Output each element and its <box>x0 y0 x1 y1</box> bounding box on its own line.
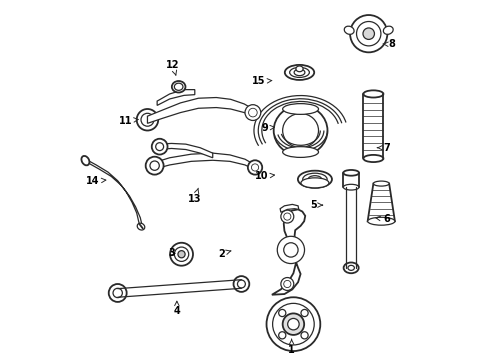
Ellipse shape <box>343 184 359 190</box>
Ellipse shape <box>285 65 314 80</box>
Text: 10: 10 <box>255 171 274 181</box>
Ellipse shape <box>301 178 329 188</box>
Circle shape <box>284 243 298 257</box>
Circle shape <box>178 251 185 258</box>
Ellipse shape <box>343 170 359 176</box>
Ellipse shape <box>137 223 145 230</box>
Ellipse shape <box>296 66 303 72</box>
Ellipse shape <box>283 147 318 157</box>
Ellipse shape <box>298 171 332 188</box>
Text: 14: 14 <box>86 176 106 186</box>
Circle shape <box>301 332 308 339</box>
Text: 4: 4 <box>173 301 180 315</box>
Circle shape <box>248 160 262 175</box>
Ellipse shape <box>368 217 395 225</box>
Polygon shape <box>272 210 305 295</box>
Ellipse shape <box>274 105 327 156</box>
Circle shape <box>174 247 189 261</box>
Text: 7: 7 <box>377 143 390 153</box>
Polygon shape <box>159 143 213 158</box>
Circle shape <box>251 164 259 171</box>
Ellipse shape <box>81 156 89 165</box>
Circle shape <box>281 210 294 223</box>
Circle shape <box>109 284 126 302</box>
Ellipse shape <box>294 69 305 76</box>
Circle shape <box>152 139 168 154</box>
Circle shape <box>284 280 291 288</box>
Circle shape <box>146 157 164 175</box>
Text: 13: 13 <box>188 188 201 204</box>
Circle shape <box>150 161 159 170</box>
Circle shape <box>284 213 291 220</box>
Text: 12: 12 <box>166 59 179 75</box>
Ellipse shape <box>348 265 354 270</box>
Ellipse shape <box>383 26 393 34</box>
Text: 3: 3 <box>168 248 175 258</box>
Circle shape <box>350 15 388 52</box>
Ellipse shape <box>344 26 354 34</box>
Polygon shape <box>157 90 195 105</box>
Polygon shape <box>153 153 255 170</box>
Ellipse shape <box>373 181 389 186</box>
Ellipse shape <box>174 83 183 90</box>
Text: 9: 9 <box>262 123 274 133</box>
Ellipse shape <box>343 262 359 273</box>
Circle shape <box>272 303 314 345</box>
Polygon shape <box>280 204 299 212</box>
Text: 8: 8 <box>383 40 395 49</box>
Circle shape <box>234 276 249 292</box>
Circle shape <box>279 332 286 339</box>
Polygon shape <box>368 184 395 221</box>
Circle shape <box>288 319 299 330</box>
Ellipse shape <box>308 176 322 183</box>
Ellipse shape <box>290 67 309 77</box>
Circle shape <box>245 105 261 121</box>
Circle shape <box>113 288 122 298</box>
Text: 1: 1 <box>288 339 295 355</box>
Text: 11: 11 <box>119 116 138 126</box>
Circle shape <box>170 243 193 266</box>
Ellipse shape <box>172 81 186 93</box>
Circle shape <box>137 109 158 131</box>
Circle shape <box>238 280 245 288</box>
Ellipse shape <box>283 104 318 114</box>
Polygon shape <box>147 98 253 123</box>
Circle shape <box>277 236 304 264</box>
Circle shape <box>267 297 320 351</box>
Ellipse shape <box>303 173 327 185</box>
Circle shape <box>301 309 308 316</box>
Ellipse shape <box>364 90 383 98</box>
Circle shape <box>283 314 304 335</box>
Circle shape <box>156 143 164 150</box>
Text: 15: 15 <box>252 76 272 86</box>
Circle shape <box>363 28 374 40</box>
Text: 2: 2 <box>219 248 231 258</box>
Ellipse shape <box>364 155 383 162</box>
Circle shape <box>281 278 294 291</box>
Circle shape <box>279 309 286 316</box>
Circle shape <box>248 108 257 117</box>
Polygon shape <box>84 158 143 228</box>
Text: 6: 6 <box>376 215 390 224</box>
Ellipse shape <box>283 113 318 148</box>
Circle shape <box>357 22 381 46</box>
Text: 5: 5 <box>310 200 322 210</box>
Circle shape <box>141 113 154 126</box>
